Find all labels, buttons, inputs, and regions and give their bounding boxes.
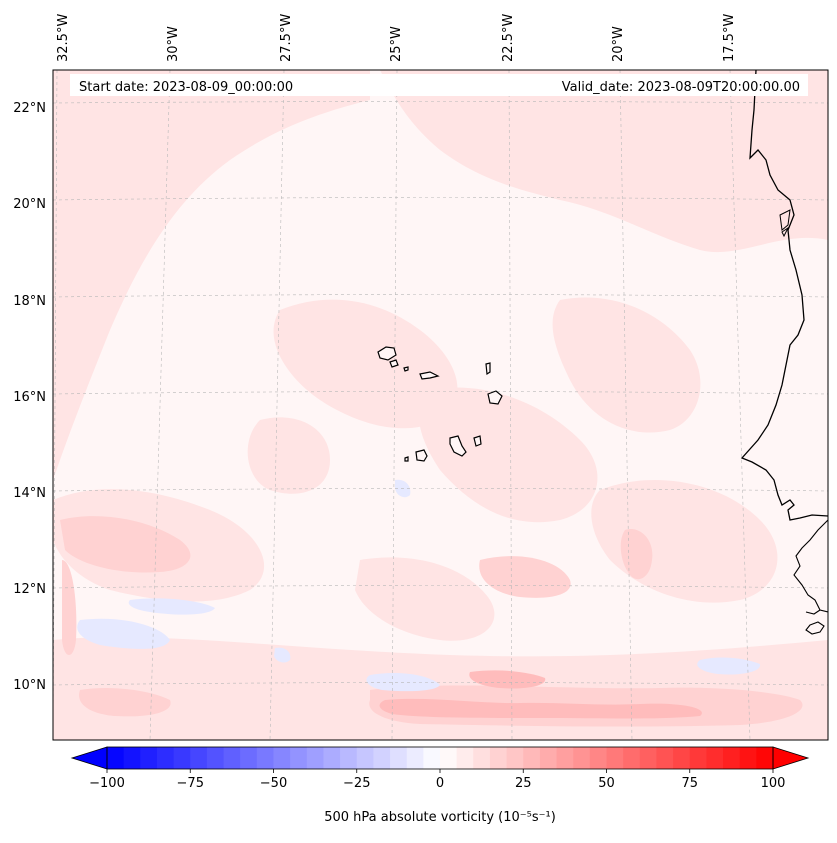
vorticity-positive-strong xyxy=(379,670,702,719)
lat-label-14n: 14°N xyxy=(13,486,46,501)
colorbar-cell xyxy=(240,747,258,769)
colorbar-tick-label: −25 xyxy=(343,776,370,791)
colorbar-cell xyxy=(556,747,574,769)
latitude-labels: 22°N 20°N 18°N 16°N 14°N 12°N 10°N xyxy=(13,101,46,693)
colorbar-cell xyxy=(323,747,341,769)
colorbar-tick-label: −50 xyxy=(260,776,287,791)
colorbar-cells xyxy=(107,747,774,769)
map-frame xyxy=(52,69,829,741)
colorbar-cell xyxy=(156,747,175,769)
lon-label-25w: 25°W xyxy=(389,26,404,62)
lat-label-18n: 18°N xyxy=(13,294,46,309)
colorbar-cell xyxy=(223,747,241,769)
valid-date-label: Valid_date: 2023-08-09T20:00:00.00 xyxy=(562,80,800,95)
colorbar-cell xyxy=(606,747,624,769)
colorbar-cell xyxy=(573,747,591,769)
colorbar-cell xyxy=(123,747,141,769)
colorbar-min-extend-arrow xyxy=(70,746,108,770)
colorbar-cell xyxy=(206,747,225,769)
colorbar-cell xyxy=(673,747,691,769)
africa-coastline-south xyxy=(793,519,828,635)
colorbar-cell xyxy=(739,747,757,769)
colorbar-cell xyxy=(539,747,558,769)
colorbar-tick-label: 50 xyxy=(598,776,615,791)
lon-label-22-5w: 22.5°W xyxy=(501,14,516,62)
lat-label-20n: 20°N xyxy=(13,197,46,212)
colorbar-tick-label: −75 xyxy=(177,776,204,791)
dakar-peninsula xyxy=(779,209,791,238)
colorbar-cell xyxy=(107,747,125,769)
colorbar-cell xyxy=(373,747,391,769)
colorbar-cell xyxy=(523,747,541,769)
colorbar-cell xyxy=(639,747,658,769)
colorbar-tick-label: 100 xyxy=(761,776,786,791)
lat-label-12n: 12°N xyxy=(13,582,46,597)
colorbar-cell xyxy=(256,747,275,769)
lat-label-10n: 10°N xyxy=(13,678,46,693)
colorbar-tick-label: 25 xyxy=(515,776,532,791)
colorbar-cell xyxy=(273,747,291,769)
colorbar: −100 −75 −50 −25 0 25 50 75 100 xyxy=(70,746,810,791)
colorbar-tick-label: −100 xyxy=(89,776,125,791)
colorbar-cell xyxy=(440,747,458,769)
cape-verde-islands xyxy=(377,346,503,462)
colorbar-cell xyxy=(706,747,724,769)
colorbar-cell xyxy=(356,747,374,769)
colorbar-cell xyxy=(623,747,641,769)
colorbar-tick-label: 0 xyxy=(436,776,444,791)
date-label-box xyxy=(70,74,808,96)
colorbar-cell xyxy=(589,747,608,769)
colorbar-cell xyxy=(390,747,408,769)
lon-label-17-5w: 17.5°W xyxy=(722,14,737,62)
colorbar-cell xyxy=(656,747,674,769)
start-date-label: Start date: 2023-08-09_00:00:00 xyxy=(79,80,293,95)
colorbar-cell xyxy=(423,747,441,769)
colorbar-cell xyxy=(406,747,424,769)
africa-coastline xyxy=(740,70,828,521)
colorbar-cell xyxy=(723,747,741,769)
colorbar-cell xyxy=(489,747,508,769)
colorbar-cell xyxy=(473,747,491,769)
lon-label-32-5w: 32.5°W xyxy=(56,14,71,62)
colorbar-cell xyxy=(190,747,208,769)
graticule xyxy=(53,70,828,740)
lon-label-27-5w: 27.5°W xyxy=(279,14,294,62)
colorbar-cell xyxy=(756,747,774,769)
colorbar-cell xyxy=(290,747,308,769)
map-panel xyxy=(53,70,828,740)
colorbar-tick-label: 75 xyxy=(681,776,698,791)
colorbar-cell xyxy=(506,747,524,769)
colorbar-units-label: 500 hPa absolute vorticity (10⁻⁵s⁻¹) xyxy=(324,810,556,825)
colorbar-cell xyxy=(140,747,158,769)
lon-label-20w: 20°W xyxy=(611,26,626,62)
colorbar-max-extend-arrow xyxy=(772,746,810,770)
colorbar-ticks: −100 −75 −50 −25 0 25 50 75 100 xyxy=(89,769,785,791)
colorbar-cell xyxy=(173,747,191,769)
colorbar-cell xyxy=(689,747,707,769)
colorbar-cell xyxy=(456,747,474,769)
colorbar-cell xyxy=(340,747,358,769)
lat-label-22n: 22°N xyxy=(13,101,46,116)
longitude-labels: 32.5°W 30°W 27.5°W 25°W 22.5°W 20°W 17.5… xyxy=(56,14,737,62)
lon-label-30w: 30°W xyxy=(166,26,181,62)
colorbar-cell xyxy=(306,747,325,769)
lat-label-16n: 16°N xyxy=(13,390,46,405)
